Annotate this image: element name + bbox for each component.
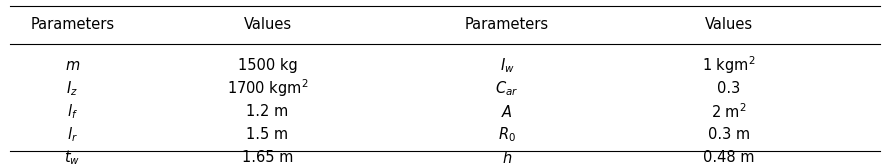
Text: 1.5 m: 1.5 m bbox=[247, 127, 288, 142]
Text: 1.2 m: 1.2 m bbox=[247, 104, 288, 119]
Text: 1700 kgm$^2$: 1700 kgm$^2$ bbox=[227, 78, 308, 99]
Text: 2 m$^2$: 2 m$^2$ bbox=[711, 102, 747, 121]
Text: Parameters: Parameters bbox=[30, 17, 115, 32]
Text: $R_0$: $R_0$ bbox=[498, 125, 516, 144]
Text: 0.3 m: 0.3 m bbox=[708, 127, 750, 142]
Text: $A$: $A$ bbox=[501, 104, 513, 120]
Text: $I_z$: $I_z$ bbox=[67, 79, 78, 98]
Text: 1.65 m: 1.65 m bbox=[242, 150, 293, 165]
Text: $m$: $m$ bbox=[65, 58, 80, 73]
Text: $l_f$: $l_f$ bbox=[67, 102, 77, 121]
Text: Values: Values bbox=[705, 17, 753, 32]
Text: $I_w$: $I_w$ bbox=[500, 56, 514, 75]
Text: $l_r$: $l_r$ bbox=[67, 125, 77, 144]
Text: 1 kgm$^2$: 1 kgm$^2$ bbox=[702, 54, 756, 76]
Text: Parameters: Parameters bbox=[465, 17, 549, 32]
Text: $C_{ar}$: $C_{ar}$ bbox=[496, 79, 519, 98]
Text: 0.48 m: 0.48 m bbox=[703, 150, 755, 165]
Text: 1500 kg: 1500 kg bbox=[238, 58, 297, 73]
Text: $t_w$: $t_w$ bbox=[64, 149, 80, 167]
Text: $h$: $h$ bbox=[502, 150, 513, 166]
Text: 0.3: 0.3 bbox=[717, 81, 740, 96]
Text: Values: Values bbox=[244, 17, 292, 32]
